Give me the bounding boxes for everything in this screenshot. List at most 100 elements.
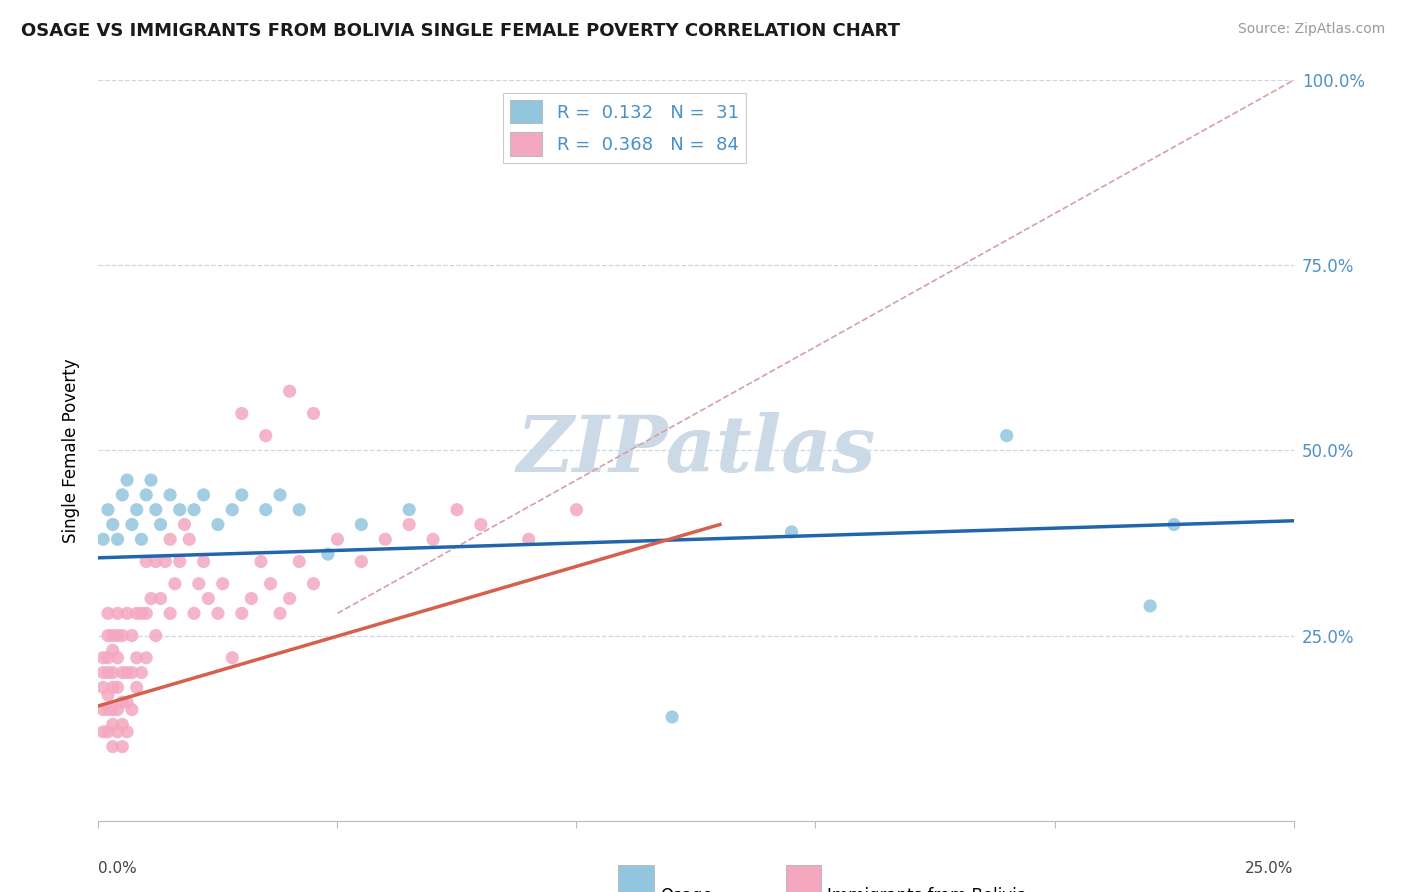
Point [125, 607, 148, 621]
Point [302, 407, 325, 421]
Point [254, 428, 277, 442]
Point [159, 533, 181, 547]
Point [101, 703, 124, 717]
Point [111, 665, 134, 680]
Point [231, 407, 253, 421]
Point [995, 428, 1018, 442]
Point [288, 502, 311, 516]
Point [183, 502, 205, 516]
FancyBboxPatch shape [786, 865, 821, 892]
Point [97, 665, 120, 680]
Point [97, 703, 120, 717]
Point [326, 533, 349, 547]
Point [780, 524, 803, 539]
Point [101, 665, 124, 680]
Point [250, 555, 273, 569]
Point [207, 517, 229, 532]
Point [111, 739, 134, 754]
Point [131, 533, 153, 547]
Point [149, 517, 172, 532]
Point [1139, 599, 1161, 613]
Point [470, 517, 492, 532]
Point [135, 555, 157, 569]
Point [107, 650, 129, 665]
Point [125, 650, 148, 665]
Point [187, 576, 209, 591]
Point [278, 591, 301, 606]
Point [115, 665, 138, 680]
Point [115, 473, 138, 487]
Point [135, 650, 157, 665]
Point [107, 724, 129, 739]
Point [97, 628, 120, 642]
Point [111, 628, 134, 642]
Point [121, 665, 143, 680]
Text: Osage: Osage [661, 888, 713, 892]
Point [1163, 517, 1185, 532]
Text: 0.0%: 0.0% [98, 862, 138, 876]
Point [111, 488, 134, 502]
Point [179, 533, 201, 547]
Point [149, 591, 172, 606]
Point [101, 739, 124, 754]
Point [121, 628, 143, 642]
Point [240, 591, 263, 606]
Point [661, 710, 683, 724]
Point [145, 628, 167, 642]
Point [131, 607, 153, 621]
Point [183, 607, 205, 621]
Text: ZIPatlas: ZIPatlas [516, 412, 876, 489]
Point [101, 643, 124, 657]
Point [565, 502, 588, 516]
Point [115, 607, 138, 621]
Point [169, 502, 191, 516]
Point [221, 502, 243, 516]
Point [446, 502, 468, 516]
Point [97, 724, 120, 739]
Point [107, 681, 129, 695]
Point [269, 488, 291, 502]
Point [193, 488, 215, 502]
Point [115, 724, 138, 739]
Point [350, 517, 373, 532]
Point [115, 695, 138, 709]
Point [97, 688, 120, 702]
Point [107, 703, 129, 717]
Point [374, 533, 396, 547]
Point [135, 488, 157, 502]
Point [163, 576, 186, 591]
Point [350, 555, 373, 569]
Point [159, 488, 181, 502]
Point [101, 681, 124, 695]
Point [107, 607, 129, 621]
Point [173, 517, 195, 532]
FancyBboxPatch shape [619, 865, 654, 892]
Text: OSAGE VS IMMIGRANTS FROM BOLIVIA SINGLE FEMALE POVERTY CORRELATION CHART: OSAGE VS IMMIGRANTS FROM BOLIVIA SINGLE … [21, 22, 900, 40]
Point [91, 703, 114, 717]
Point [91, 650, 114, 665]
Point [398, 502, 420, 516]
Point [131, 665, 153, 680]
Point [125, 681, 148, 695]
Point [288, 555, 311, 569]
Point [101, 717, 124, 731]
Point [231, 488, 253, 502]
Point [422, 533, 444, 547]
Point [193, 555, 215, 569]
Text: 25.0%: 25.0% [1246, 862, 1294, 876]
Point [231, 607, 253, 621]
Point [302, 576, 325, 591]
Point [135, 607, 157, 621]
Point [91, 665, 114, 680]
Point [517, 533, 540, 547]
Point [107, 628, 129, 642]
Point [97, 650, 120, 665]
Point [121, 703, 143, 717]
Point [316, 547, 339, 561]
Point [211, 576, 233, 591]
Point [145, 555, 167, 569]
Point [121, 517, 143, 532]
Legend: R =  0.132   N =  31, R =  0.368   N =  84: R = 0.132 N = 31, R = 0.368 N = 84 [502, 93, 747, 163]
Point [91, 681, 114, 695]
Point [125, 502, 148, 516]
